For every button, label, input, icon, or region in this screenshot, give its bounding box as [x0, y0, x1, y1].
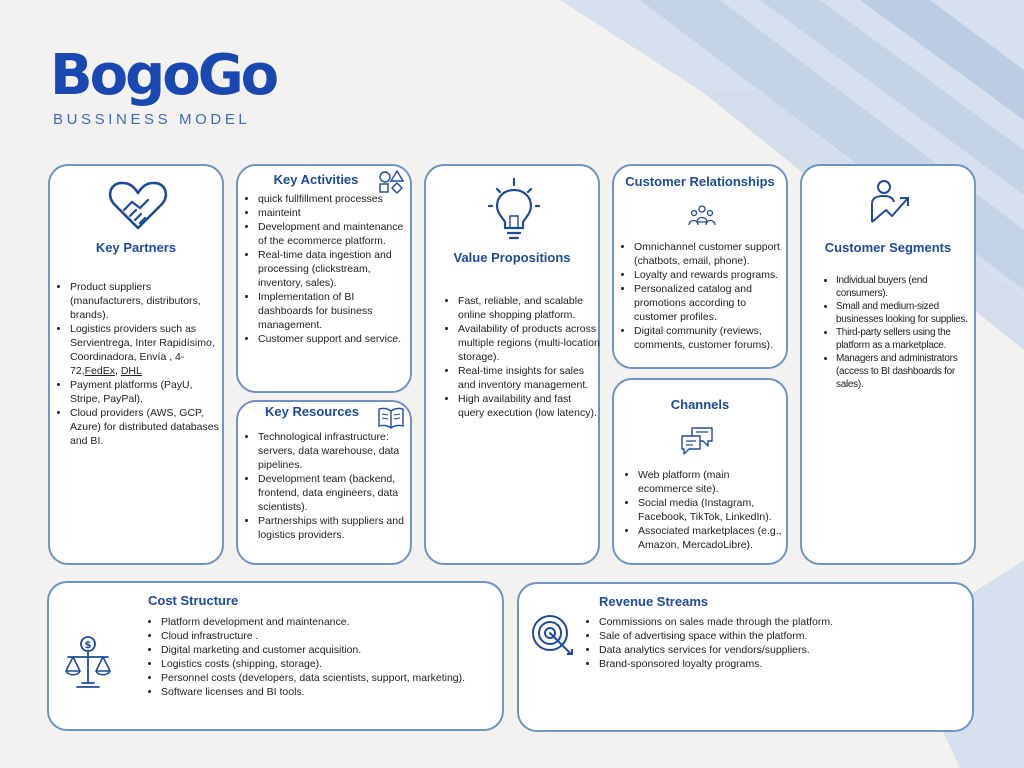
list-item: Managers and administrators (access to B… — [836, 352, 978, 391]
key-resources-title: Key Resources — [265, 404, 359, 419]
key-activities-title: Key Activities — [273, 172, 359, 187]
list-item: Commissions on sales made through the pl… — [599, 615, 979, 629]
key-partners-card: Key Partners Product suppliers (manufact… — [48, 164, 224, 565]
list-item: Associated marketplaces (e.g., Amazon, M… — [638, 524, 786, 552]
list-item: Customer support and service. — [258, 332, 410, 346]
customer-segments-card: Customer Segments Individual buyers (end… — [800, 164, 976, 565]
dhl-link[interactable]: DHL — [120, 365, 142, 377]
list-item: Fast, reliable, and scalable online shop… — [458, 294, 600, 322]
list-item: High availability and fast query executi… — [458, 392, 600, 420]
cost-structure-list: Platform development and maintenance. Cl… — [141, 615, 511, 699]
brand-logo: BogoGo — [50, 43, 279, 108]
key-partners-list: Product suppliers (manufacturers, distri… — [50, 280, 220, 448]
list-item: Implementation of BI dashboards for busi… — [258, 290, 410, 332]
shapes-icon — [379, 170, 404, 194]
channels-title: Channels — [670, 397, 730, 412]
list-item: Payment platforms (PayU, Stripe, PayPal)… — [70, 378, 220, 406]
key-resources-list: Technological infrastructure: servers, d… — [238, 430, 410, 542]
list-item: Development team (backend, frontend, dat… — [258, 472, 410, 514]
list-item: Logistics providers such as Servientrega… — [70, 322, 220, 378]
lightbulb-icon — [488, 178, 540, 240]
revenue-streams-card: Revenue Streams Commissions on sales mad… — [517, 582, 974, 732]
list-item: Personnel costs (developers, data scient… — [161, 671, 511, 685]
channels-list: Web platform (main ecommerce site). Soci… — [618, 468, 786, 552]
customer-segments-list: Individual buyers (end consumers). Small… — [816, 274, 978, 391]
svg-text:$: $ — [85, 640, 92, 651]
key-activities-card: Key Activities quick fullfillment proces… — [236, 164, 412, 393]
list-item: Cloud providers (AWS, GCP, Azure) for di… — [70, 406, 220, 448]
list-item: Individual buyers (end consumers). — [836, 274, 978, 300]
value-propositions-card: Value Propositions Fast, reliable, and s… — [424, 164, 600, 565]
list-item: Digital community (reviews, comments, cu… — [634, 324, 790, 352]
list-item: Sale of advertising space within the pla… — [599, 629, 979, 643]
key-activities-list: quick fullfillment processes mainteint D… — [238, 192, 410, 346]
list-item: Real-time data ingestion and processing … — [258, 248, 410, 290]
balance-scale-dollar-icon: $ — [65, 636, 111, 688]
list-item: Real-time insights for sales and invento… — [458, 364, 600, 392]
key-resources-card: Key Resources Technological infrastructu… — [236, 400, 412, 565]
value-propositions-list: Fast, reliable, and scalable online shop… — [438, 294, 600, 420]
list-item: Third-party sellers using the platform a… — [836, 326, 978, 352]
list-item: Omnichannel customer support (chatbots, … — [634, 240, 790, 268]
channels-card: Channels Web platform (main ecommerce si… — [612, 378, 788, 565]
handshake-heart-icon — [108, 181, 168, 230]
customer-relationships-card: Customer Relationships Omnichannel custo… — [612, 164, 788, 369]
key-partners-title: Key Partners — [95, 240, 177, 255]
list-item: Partnerships with suppliers and logistic… — [258, 514, 410, 542]
customer-segments-title: Customer Segments — [824, 240, 952, 255]
value-propositions-title: Value Propositions — [453, 250, 571, 265]
target-arrow-icon — [532, 615, 573, 655]
list-item: Social media (Instagram, Facebook, TikTo… — [638, 496, 786, 524]
list-item: Logistics costs (shipping, storage). — [161, 657, 511, 671]
list-item: Personalized catalog and promotions acco… — [634, 282, 790, 324]
cost-structure-card: Cost Structure $ Platform development an… — [47, 581, 504, 731]
list-item: Technological infrastructure: servers, d… — [258, 430, 410, 472]
list-item: Brand-sponsored loyalty programs. — [599, 657, 979, 671]
list-item: Availability of products across multiple… — [458, 322, 600, 364]
chat-bubbles-icon — [681, 427, 713, 455]
list-item: Software licenses and BI tools. — [161, 685, 511, 699]
list-item: mainteint — [258, 206, 410, 220]
page-subtitle: BUSSINESS MODEL — [53, 111, 251, 128]
list-item: Digital marketing and customer acquisiti… — [161, 643, 511, 657]
list-item: Cloud infrastructure . — [161, 629, 511, 643]
list-item: Loyalty and rewards programs. — [634, 268, 790, 282]
list-item: Development and maintenance of the ecomm… — [258, 220, 410, 248]
fedex-link[interactable]: FedEx — [84, 365, 115, 377]
customer-relationships-list: Omnichannel customer support (chatbots, … — [614, 240, 790, 352]
person-growth-icon — [871, 180, 909, 223]
customer-relationships-title: Customer Relationships — [625, 174, 775, 189]
revenue-streams-list: Commissions on sales made through the pl… — [579, 615, 979, 671]
list-item: quick fullfillment processes — [258, 192, 410, 206]
list-item: Product suppliers (manufacturers, distri… — [70, 280, 220, 322]
cost-structure-title: Cost Structure — [148, 593, 239, 608]
revenue-streams-title: Revenue Streams — [599, 594, 709, 609]
book-icon — [378, 407, 404, 429]
list-item: Web platform (main ecommerce site). — [638, 468, 786, 496]
list-item: Small and medium-sized businesses lookin… — [836, 300, 978, 326]
list-item: Platform development and maintenance. — [161, 615, 511, 629]
list-item: Data analytics services for vendors/supp… — [599, 643, 979, 657]
team-icon — [688, 205, 716, 226]
